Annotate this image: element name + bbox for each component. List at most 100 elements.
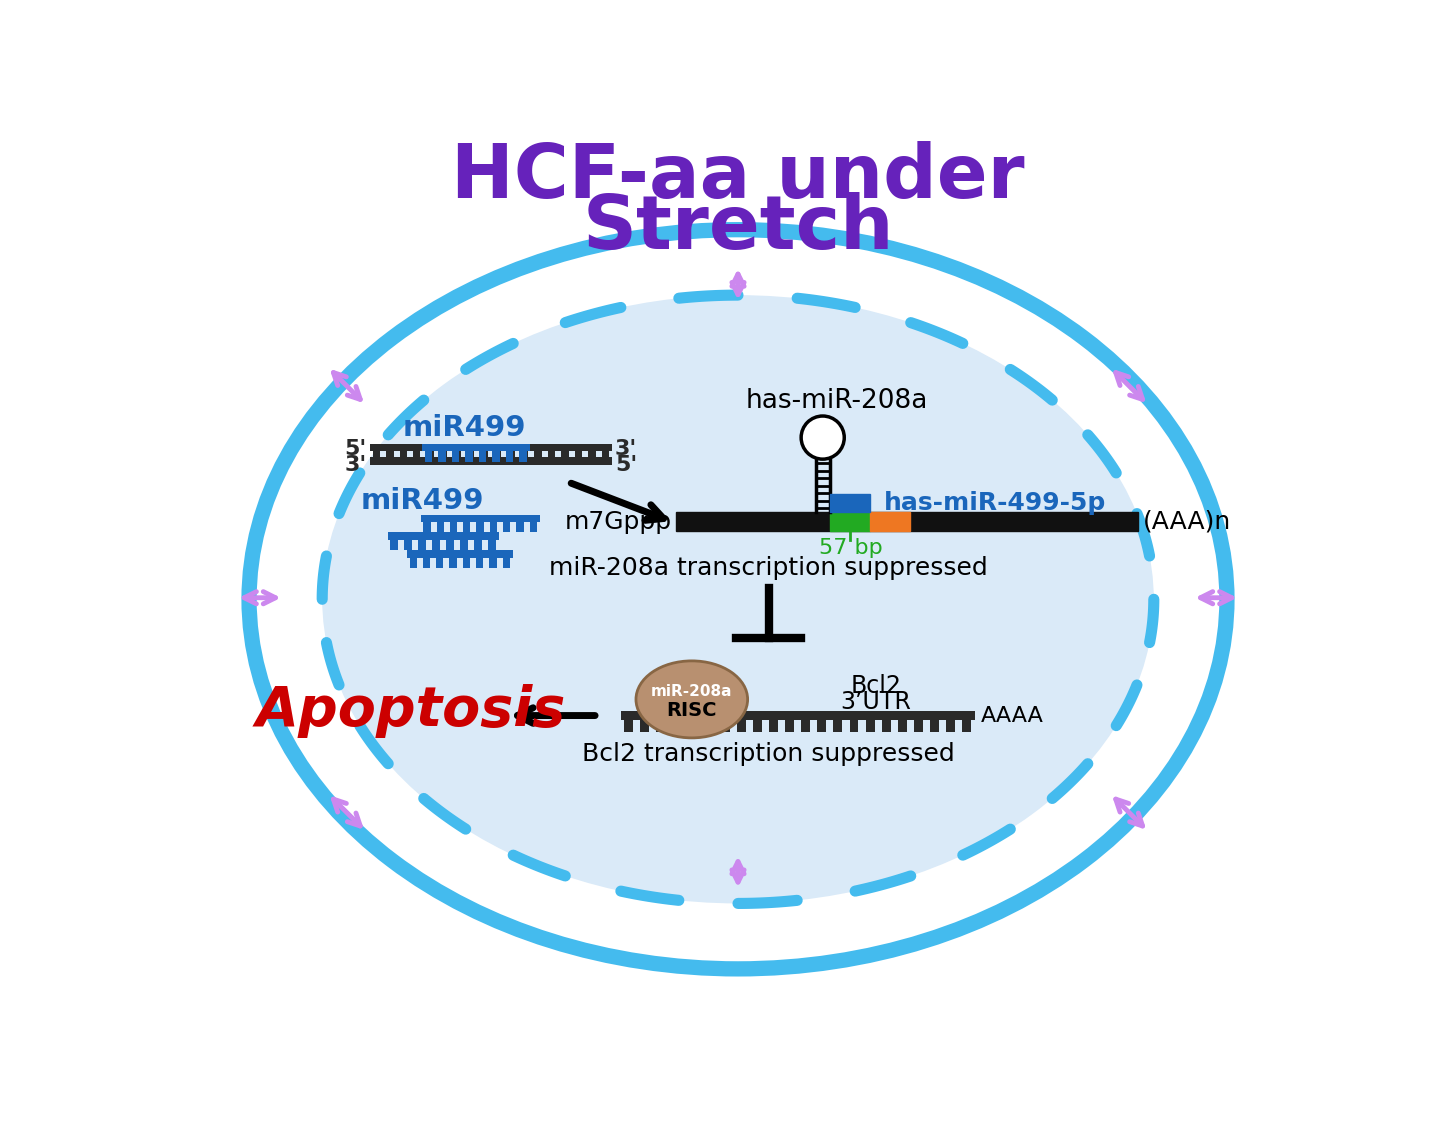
Bar [387, 532, 500, 540]
Text: has-miR-208a: has-miR-208a [746, 388, 927, 414]
Bar [575, 452, 582, 462]
Bar [399, 452, 408, 462]
Text: 5': 5' [344, 439, 367, 459]
Bar [441, 446, 448, 456]
Bar [480, 452, 487, 462]
Text: m7Gppp: m7Gppp [564, 509, 672, 533]
Bar [672, 721, 681, 732]
Bar [399, 446, 408, 456]
Bar [850, 721, 858, 732]
Bar [464, 523, 471, 532]
Text: (AAA)n: (AAA)n [1143, 509, 1231, 533]
Bar [423, 523, 431, 532]
Bar [520, 452, 527, 462]
Bar [490, 523, 497, 532]
Text: 57 bp: 57 bp [818, 538, 883, 557]
Bar [688, 721, 697, 732]
Bar [420, 515, 540, 523]
Bar [454, 446, 461, 456]
Bar [737, 721, 746, 732]
Bar [530, 523, 537, 532]
Ellipse shape [249, 230, 1227, 969]
Bar [409, 558, 416, 567]
Bar [962, 721, 971, 732]
Bar [521, 446, 528, 456]
Bar [474, 540, 482, 550]
Bar [547, 446, 556, 456]
Bar [438, 452, 446, 462]
Bar [641, 721, 649, 732]
Text: miR499: miR499 [360, 486, 484, 515]
Bar [865, 721, 874, 732]
Bar [465, 452, 472, 462]
Text: 3': 3' [344, 455, 367, 475]
Bar [494, 452, 501, 462]
Text: miR499: miR499 [403, 414, 527, 443]
Text: AAAA: AAAA [981, 706, 1044, 725]
Bar [534, 446, 541, 456]
Bar [461, 540, 468, 550]
Bar [621, 710, 975, 721]
Bar [426, 446, 433, 456]
Bar [481, 446, 488, 456]
Bar [419, 540, 426, 550]
Bar [422, 444, 530, 452]
Bar [390, 540, 397, 550]
Bar [436, 558, 444, 567]
Bar [405, 540, 412, 550]
Bar [370, 456, 612, 464]
Text: has-miR-499-5p: has-miR-499-5p [884, 491, 1106, 515]
Bar [930, 721, 939, 732]
Bar [818, 721, 827, 732]
Bar [602, 446, 609, 456]
Bar [467, 452, 474, 462]
Text: Bcl2 transcription suppressed: Bcl2 transcription suppressed [582, 742, 955, 766]
Bar [881, 721, 890, 732]
Bar [899, 721, 907, 732]
Bar [386, 446, 393, 456]
Bar [490, 558, 497, 567]
Bar [785, 721, 793, 732]
Bar [677, 513, 1139, 531]
Bar [449, 523, 458, 532]
Bar [547, 452, 556, 462]
Bar [721, 721, 730, 732]
Bar [517, 523, 524, 532]
Bar [408, 550, 513, 558]
Bar [575, 446, 582, 456]
Bar [753, 721, 762, 732]
Bar [386, 452, 393, 462]
Bar [946, 721, 955, 732]
Text: 5': 5' [615, 455, 636, 475]
Bar [432, 540, 441, 550]
Bar [413, 452, 420, 462]
Bar [507, 446, 514, 456]
Bar [454, 452, 461, 462]
Bar [452, 452, 459, 462]
Text: Apoptosis: Apoptosis [256, 684, 566, 738]
Bar [449, 558, 456, 567]
Bar [426, 452, 433, 462]
Bar [704, 721, 714, 732]
Bar [521, 452, 528, 462]
Bar [562, 452, 569, 462]
Text: RISC: RISC [667, 700, 717, 720]
Bar [769, 721, 778, 732]
Text: HCF-aa under: HCF-aa under [451, 141, 1025, 214]
Text: 3’UTR: 3’UTR [841, 690, 912, 714]
Bar [373, 452, 380, 462]
Bar [624, 721, 634, 732]
Bar [562, 446, 569, 456]
Bar [588, 452, 596, 462]
Bar [477, 523, 484, 532]
Bar [488, 540, 495, 550]
Bar [602, 452, 609, 462]
Bar [534, 452, 541, 462]
Bar [505, 452, 513, 462]
Text: 3': 3' [615, 439, 636, 459]
Ellipse shape [636, 661, 747, 738]
Ellipse shape [801, 416, 844, 459]
Bar [831, 513, 870, 531]
Bar [467, 446, 474, 456]
Bar [413, 446, 420, 456]
